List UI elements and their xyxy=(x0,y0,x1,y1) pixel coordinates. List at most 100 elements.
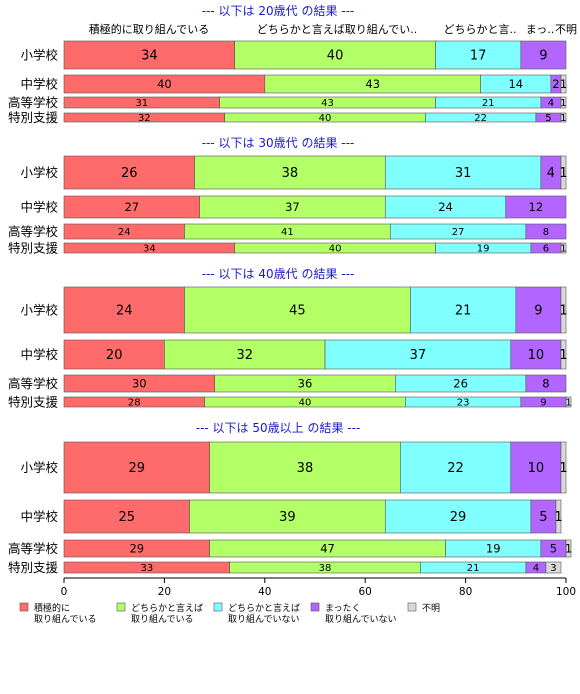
data-label-3-1-s2: 45 xyxy=(289,304,306,319)
panel-title-2: --- 以下は 30歳代 の結果 --- xyxy=(202,136,355,150)
data-label-3-3-s4: 8 xyxy=(542,377,549,391)
data-label-4-1-s5: 1 xyxy=(559,461,567,476)
category-label-2-4: 特別支援 xyxy=(8,241,59,256)
bar-segment-4-2-s1 xyxy=(63,499,190,534)
legend-label-line-s4-2: 取り組んでいない xyxy=(325,613,397,625)
category-label-2-3: 高等学校 xyxy=(8,224,59,239)
bar-segment-4-1-s4 xyxy=(510,441,562,494)
category-label-2-2: 中学校 xyxy=(20,200,58,215)
legend-label-s3: どちらかと言えば取り組んでいない xyxy=(228,602,300,625)
data-label-1-4-s2: 40 xyxy=(319,113,332,124)
data-label-2-4-s3: 19 xyxy=(477,244,490,255)
legend-label-line-s3-2: 取り組んでいない xyxy=(228,613,300,625)
bar-segment-1-2-s5 xyxy=(560,74,567,94)
data-label-3-2-s3: 37 xyxy=(410,348,427,363)
data-label-4-3-s3: 19 xyxy=(486,542,501,556)
x-tick-label-1: 0 xyxy=(61,586,68,598)
bar-segment-4-3-s5 xyxy=(565,539,572,558)
bar-segment-3-2-s1 xyxy=(63,339,165,370)
legend-label-line-s5-1: 不明 xyxy=(422,603,440,614)
data-label-2-1-s5: 1 xyxy=(559,166,567,181)
legend-label-s2: どちらかと言えば取り組んでいる xyxy=(131,602,203,625)
bar-segment-4-1-s1 xyxy=(63,441,210,494)
data-label-1-4-s3: 22 xyxy=(474,113,487,124)
top-header-2: どちらかと言えば取り組んでい.. xyxy=(257,23,417,36)
bar-segment-3-2-s5 xyxy=(560,339,567,370)
bar-segment-4-2-s4 xyxy=(530,499,557,534)
bar-segment-4-2-s5 xyxy=(555,499,562,534)
bar-segment-1-1-s3 xyxy=(435,40,522,70)
category-label-1-4: 特別支援 xyxy=(8,110,59,125)
data-label-4-3-s1: 29 xyxy=(129,542,144,556)
data-label-1-1-s4: 9 xyxy=(539,49,547,64)
data-label-4-3-s4: 5 xyxy=(550,542,557,556)
data-label-1-3-s5: 1 xyxy=(560,98,566,109)
panel-title-3: --- 以下は 40歳代 の結果 --- xyxy=(202,267,355,281)
category-label-3-3: 高等学校 xyxy=(8,376,59,391)
data-label-2-4-s1: 34 xyxy=(143,244,156,255)
legend-swatch-s3 xyxy=(213,602,223,612)
legend-label-line-s1-1: 積極的に xyxy=(34,602,70,614)
bar-segment-1-1-s1 xyxy=(63,40,235,70)
data-label-4-4-s4: 4 xyxy=(533,563,539,574)
bar-segment-4-4-s5 xyxy=(545,561,562,574)
data-label-4-4-s2: 38 xyxy=(319,563,332,574)
bar-segment-4-1-s5 xyxy=(560,441,567,494)
data-label-3-4-s5: 1 xyxy=(565,398,571,409)
x-tick-label-6: 100 xyxy=(556,586,576,598)
data-label-3-4-s4: 9 xyxy=(540,398,546,409)
legend-swatch-s1 xyxy=(19,602,29,612)
data-label-1-3-s1: 31 xyxy=(135,98,148,109)
category-label-1-2: 中学校 xyxy=(20,77,58,92)
legend-label-line-s4-1: まったく xyxy=(325,603,361,614)
data-label-2-1-s4: 4 xyxy=(547,166,555,181)
data-label-3-4-s3: 23 xyxy=(457,398,470,409)
category-label-2-1: 小学校 xyxy=(20,165,58,180)
bar-segment-1-3-s5 xyxy=(560,96,567,109)
data-label-4-2-s3: 29 xyxy=(450,510,467,525)
data-label-1-2-s3: 14 xyxy=(508,77,523,91)
bar-segment-2-2-s4 xyxy=(505,195,567,219)
data-label-2-2-s1: 27 xyxy=(124,200,139,214)
category-label-4-4: 特別支援 xyxy=(8,560,59,575)
data-label-4-4-s1: 33 xyxy=(140,563,153,574)
bar-segment-4-1-s2 xyxy=(209,441,401,494)
data-label-2-1-s3: 31 xyxy=(455,166,472,181)
data-label-3-3-s1: 30 xyxy=(132,377,147,391)
legend-label-line-s3-1: どちらかと言えば xyxy=(228,602,300,614)
data-label-4-1-s3: 22 xyxy=(447,461,464,476)
bar-segment-4-2-s2 xyxy=(189,499,386,534)
bar-segment-2-1-s5 xyxy=(560,155,567,190)
data-label-2-3-s2: 41 xyxy=(281,227,294,238)
x-tick-label-5: 80 xyxy=(459,586,472,598)
data-label-4-1-s2: 38 xyxy=(297,461,314,476)
bar-segment-3-1-s5 xyxy=(560,286,567,334)
legend-label-s4: まったく取り組んでいない xyxy=(325,603,397,625)
bar-segment-3-2-s3 xyxy=(324,339,512,370)
bar-segment-3-1-s3 xyxy=(410,286,517,334)
bar-segment-2-1-s3 xyxy=(384,155,542,190)
legend-swatch-s2 xyxy=(116,602,126,612)
category-label-1-1: 小学校 xyxy=(20,48,58,63)
category-label-4-1: 小学校 xyxy=(20,460,58,475)
data-label-2-4-s2: 40 xyxy=(329,244,342,255)
top-header-5: 不明 xyxy=(555,23,577,36)
data-label-4-2-s2: 39 xyxy=(279,510,296,525)
category-label-3-4: 特別支援 xyxy=(8,395,59,410)
data-label-2-3-s4: 8 xyxy=(543,227,549,238)
data-label-4-4-s5: 3 xyxy=(550,563,556,574)
bar-segment-1-4-s5 xyxy=(560,112,567,123)
data-label-4-3-s2: 47 xyxy=(320,542,335,556)
bar-segment-2-1-s1 xyxy=(63,155,195,190)
data-label-3-1-s4: 9 xyxy=(534,304,542,319)
category-label-1-3: 高等学校 xyxy=(8,95,59,110)
data-label-3-2-s5: 1 xyxy=(559,348,567,363)
data-label-1-1-s1: 34 xyxy=(141,49,158,64)
data-label-1-2-s2: 43 xyxy=(365,77,380,91)
data-label-3-1-s5: 1 xyxy=(559,304,567,319)
data-label-4-3-s5: 1 xyxy=(565,542,572,556)
data-label-3-1-s3: 21 xyxy=(455,304,472,319)
bar-segment-3-3-s4 xyxy=(525,374,567,393)
panel-title-1: --- 以下は 20歳代 の結果 --- xyxy=(202,4,355,18)
